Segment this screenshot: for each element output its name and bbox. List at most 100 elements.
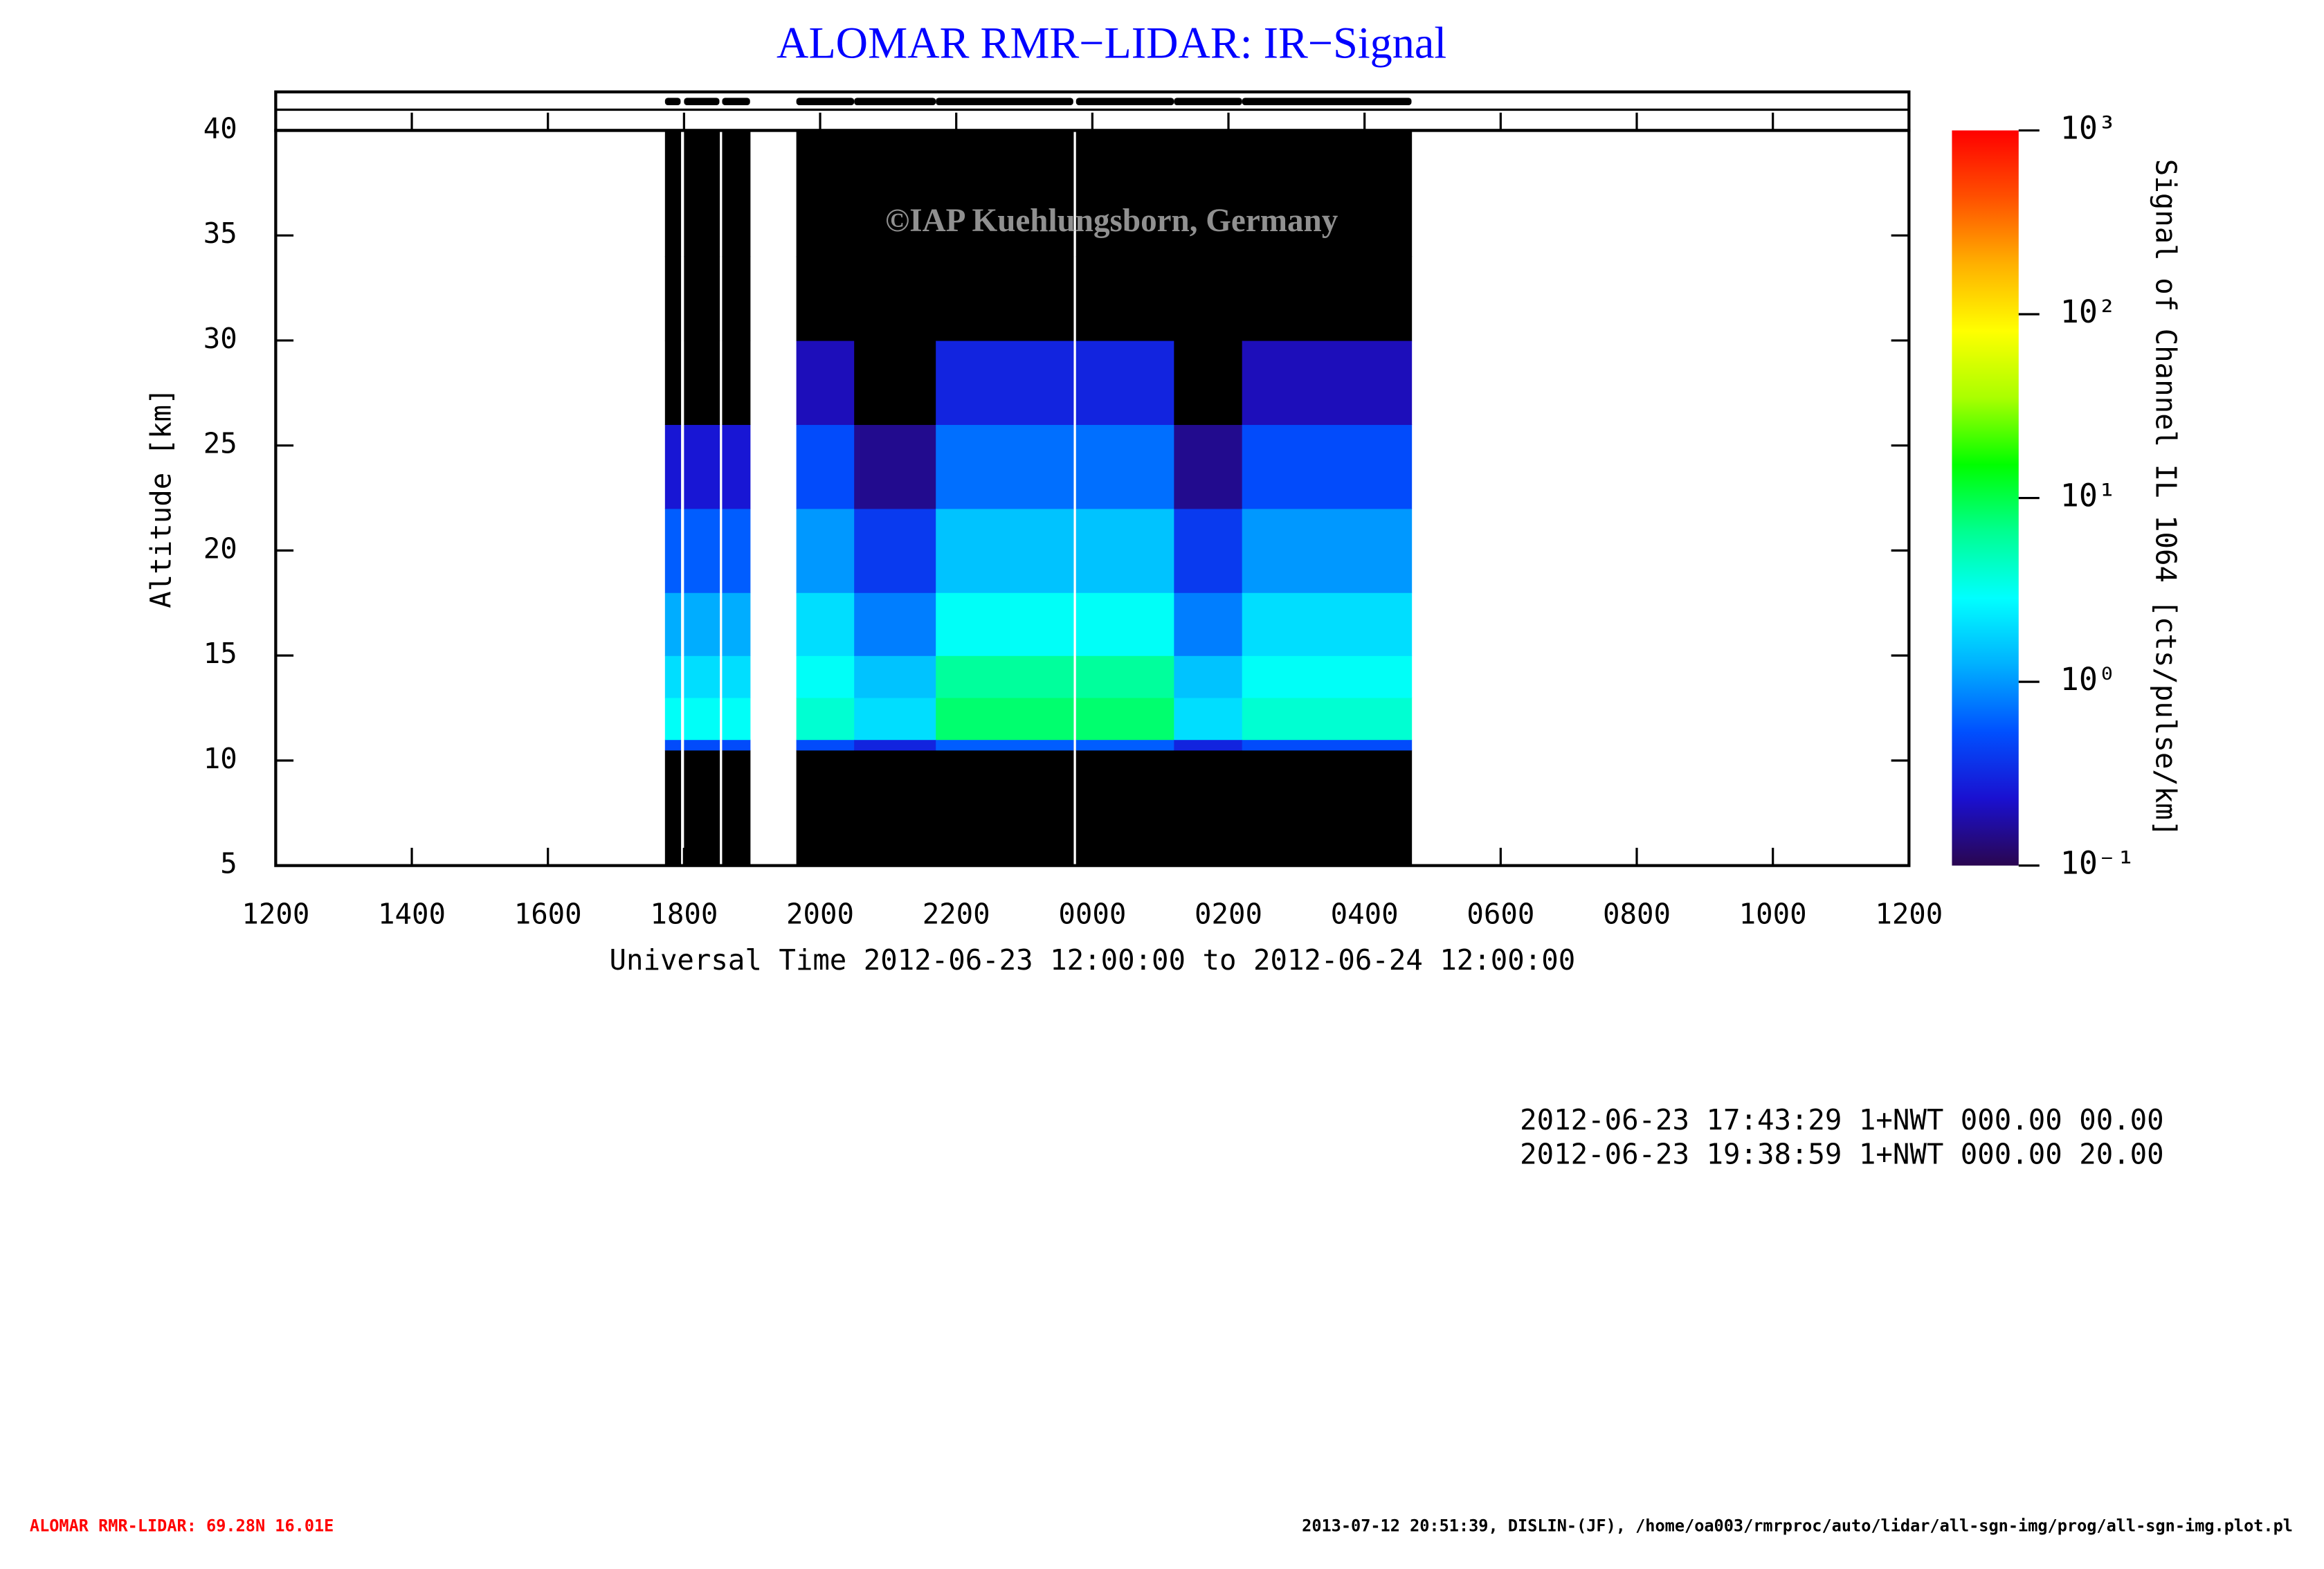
heat-cell <box>854 739 936 751</box>
heat-cell <box>1242 739 1413 751</box>
colorbar-label: Signal of Channel IL 1064 [cts/pulse/km] <box>2150 159 2183 837</box>
y-tick-label: 25 <box>203 427 237 460</box>
heat-cell <box>1242 256 1413 341</box>
heat-cell <box>1174 592 1243 656</box>
heat-cell <box>854 697 936 741</box>
heat-cell <box>684 592 720 656</box>
heat-cell <box>1075 340 1174 425</box>
x-tick-label: 0400 <box>1331 897 1399 930</box>
heat-cell <box>1242 655 1413 698</box>
heat-cell <box>936 592 1074 656</box>
period-bar <box>664 98 681 106</box>
heat-cell <box>796 750 855 867</box>
heat-cell <box>684 424 720 509</box>
heat-cell <box>796 739 855 751</box>
heat-cell <box>936 508 1074 593</box>
heat-cell <box>936 750 1074 867</box>
heat-cell <box>796 508 855 593</box>
y-tick-label: 40 <box>203 111 237 145</box>
period-bar <box>1242 98 1412 106</box>
heat-cell <box>796 424 855 509</box>
heat-cell <box>1075 130 1174 257</box>
heat-cell <box>1242 130 1413 257</box>
heat-cell <box>1075 424 1174 509</box>
y-tick-label: 5 <box>220 847 237 880</box>
period-bar <box>684 98 720 106</box>
x-tick-label: 1600 <box>514 897 582 930</box>
x-tick-label: 2000 <box>786 897 854 930</box>
heat-cell <box>664 697 682 741</box>
footer-right: 2013-07-12 20:51:39, DISLIN-(JF), /home/… <box>1302 1516 2293 1535</box>
heat-cell <box>936 256 1074 341</box>
period-bar <box>796 98 855 106</box>
x-tick-label: 1800 <box>650 897 718 930</box>
heat-cell <box>684 739 720 751</box>
colorbar-tick-label: 10¹ <box>2060 478 2116 514</box>
footer-left: ALOMAR RMR-LIDAR: 69.28N 16.01E <box>30 1516 334 1535</box>
heat-cell <box>1174 750 1243 867</box>
y-tick-label: 15 <box>203 637 237 670</box>
heat-cell <box>796 697 855 741</box>
x-tick-label: 1000 <box>1739 897 1807 930</box>
watermark: ©IAP Kuehlungsborn, Germany <box>885 203 1338 239</box>
heat-cell <box>722 739 751 751</box>
x-axis-label: Universal Time 2012-06-23 12:00:00 to 20… <box>609 943 1575 977</box>
heat-cell <box>664 424 682 509</box>
heatmap <box>664 130 1413 867</box>
heat-cell <box>722 655 751 698</box>
chart-title: ALOMAR RMR−LIDAR: IR−Signal <box>777 18 1446 67</box>
heat-cell <box>664 739 682 751</box>
heat-cell <box>1075 697 1174 741</box>
x-tick-label: 1400 <box>378 897 446 930</box>
heat-cell <box>796 130 855 257</box>
heat-cell <box>1075 655 1174 698</box>
colorbar <box>1952 130 2019 866</box>
heat-cell <box>854 340 936 425</box>
period-bar <box>1075 98 1174 106</box>
heat-cell <box>684 508 720 593</box>
heat-cell <box>1174 424 1243 509</box>
heat-cell <box>722 750 751 867</box>
heat-cell <box>936 130 1074 257</box>
heat-cell <box>854 655 936 698</box>
heat-cell <box>1174 697 1243 741</box>
heat-cell <box>854 592 936 656</box>
heat-cell <box>1242 697 1413 741</box>
y-tick-label: 20 <box>203 532 237 565</box>
heat-cell <box>664 655 682 698</box>
heat-cell <box>1075 592 1174 656</box>
heat-cell <box>664 750 682 867</box>
heat-cell <box>722 424 751 509</box>
heat-cell <box>1174 340 1243 425</box>
heat-cell <box>1174 655 1243 698</box>
heat-cell <box>722 340 751 425</box>
x-tick-label: 0000 <box>1058 897 1126 930</box>
heat-cell <box>796 340 855 425</box>
heat-cell <box>1242 508 1413 593</box>
x-tick-label: 1200 <box>242 897 309 930</box>
heat-cell <box>1242 424 1413 509</box>
heat-cell <box>722 130 751 257</box>
y-axis-label: Altitude [km] <box>145 388 178 608</box>
x-tick-label: 1200 <box>1875 897 1943 930</box>
colorbar-tick-label: 10³ <box>2060 109 2116 146</box>
heat-cell <box>936 697 1074 741</box>
info-line: 2012-06-23 19:38:59 1+NWT 000.00 20.00 <box>1520 1137 2164 1170</box>
period-bar <box>722 98 750 106</box>
heat-cell <box>1174 130 1243 257</box>
heat-cell <box>722 508 751 593</box>
colorbar-tick-label: 10⁻¹ <box>2060 845 2135 882</box>
heat-cell <box>1075 739 1174 751</box>
colorbar-tick-label: 10² <box>2060 293 2116 330</box>
period-bar <box>1174 98 1242 106</box>
heat-cell <box>722 697 751 741</box>
heat-cell <box>1174 739 1243 751</box>
heat-cell <box>1174 508 1243 593</box>
heat-cell <box>664 130 682 257</box>
heat-cell <box>664 256 682 341</box>
heat-cell <box>1242 750 1413 867</box>
colorbar-tick-label: 10⁰ <box>2060 661 2116 698</box>
heat-cell <box>936 424 1074 509</box>
x-tick-label: 0800 <box>1603 897 1671 930</box>
